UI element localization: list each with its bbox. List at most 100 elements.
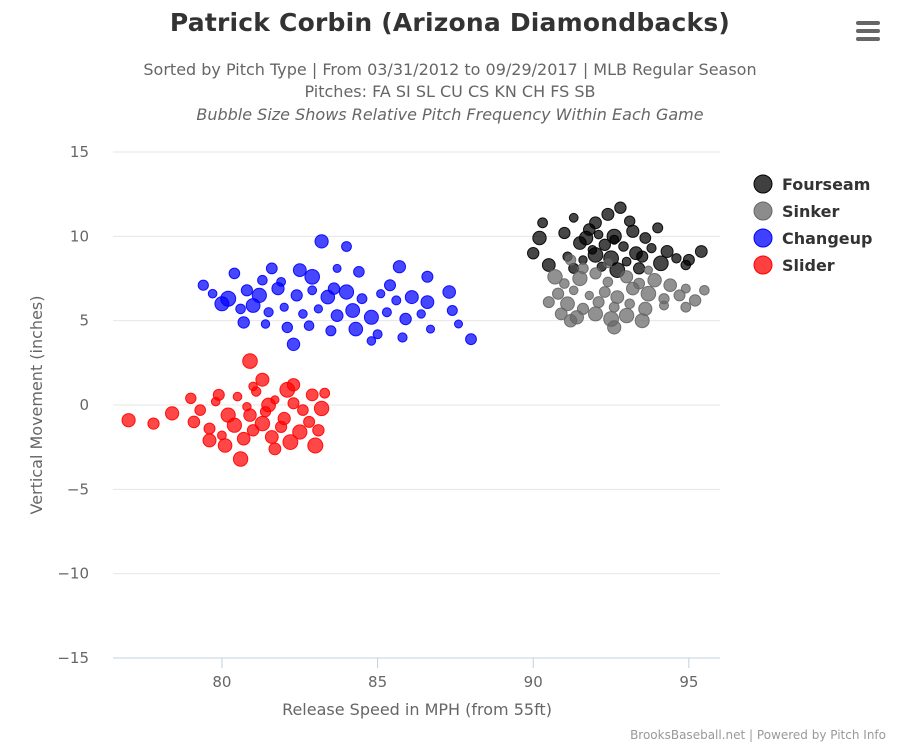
- sinker-point[interactable]: [559, 278, 570, 289]
- fourseam-point[interactable]: [532, 230, 547, 246]
- sinker-point[interactable]: [680, 301, 692, 313]
- fourseam-point[interactable]: [618, 241, 629, 252]
- slider-point[interactable]: [297, 404, 309, 416]
- legend-item-fourseam[interactable]: Fourseam: [753, 174, 870, 194]
- changeup-point[interactable]: [338, 284, 355, 300]
- slider-point[interactable]: [313, 400, 330, 417]
- sinker-point[interactable]: [560, 296, 575, 312]
- changeup-point[interactable]: [381, 307, 392, 318]
- slider-point[interactable]: [202, 433, 217, 448]
- changeup-point[interactable]: [353, 266, 365, 278]
- sinker-point[interactable]: [589, 267, 602, 280]
- slider-point[interactable]: [275, 420, 288, 433]
- fourseam-point[interactable]: [633, 262, 646, 275]
- sinker-point[interactable]: [588, 306, 603, 322]
- fourseam-point[interactable]: [589, 216, 602, 230]
- credits-link[interactable]: BrooksBaseball.net | Powered by Pitch In…: [630, 728, 886, 742]
- slider-point[interactable]: [268, 442, 282, 456]
- fourseam-point[interactable]: [660, 245, 674, 258]
- sinker-point[interactable]: [659, 300, 669, 311]
- slider-point[interactable]: [287, 397, 300, 410]
- changeup-point[interactable]: [265, 262, 278, 275]
- sinker-point[interactable]: [608, 301, 620, 313]
- sinker-point[interactable]: [602, 276, 614, 288]
- sinker-point[interactable]: [624, 298, 636, 310]
- changeup-point[interactable]: [345, 303, 361, 318]
- slider-point[interactable]: [303, 415, 316, 428]
- slider-point[interactable]: [319, 387, 331, 399]
- changeup-point[interactable]: [240, 284, 253, 297]
- slider-point[interactable]: [307, 437, 324, 454]
- sinker-point[interactable]: [634, 313, 650, 329]
- changeup-point[interactable]: [286, 337, 301, 351]
- slider-point[interactable]: [279, 381, 296, 398]
- hamburger-menu-icon[interactable]: [852, 18, 884, 44]
- changeup-point[interactable]: [304, 269, 321, 285]
- changeup-point[interactable]: [314, 234, 329, 249]
- sinker-point[interactable]: [542, 296, 555, 309]
- sinker-point[interactable]: [647, 273, 662, 288]
- changeup-point[interactable]: [292, 263, 307, 278]
- slider-point[interactable]: [242, 353, 258, 369]
- slider-point[interactable]: [217, 438, 233, 453]
- changeup-point[interactable]: [290, 289, 303, 302]
- changeup-point[interactable]: [420, 295, 435, 310]
- changeup-point[interactable]: [197, 279, 209, 291]
- changeup-point[interactable]: [235, 303, 246, 315]
- fourseam-point[interactable]: [587, 247, 604, 263]
- changeup-point[interactable]: [416, 309, 426, 319]
- legend-item-slider[interactable]: Slider: [753, 255, 835, 275]
- sinker-point[interactable]: [699, 285, 710, 296]
- fourseam-point[interactable]: [653, 255, 669, 272]
- slider-point[interactable]: [147, 417, 160, 430]
- sinker-point[interactable]: [618, 307, 635, 324]
- slider-point[interactable]: [232, 451, 249, 467]
- slider-point[interactable]: [264, 430, 279, 444]
- fourseam-point[interactable]: [609, 234, 620, 245]
- fourseam-point[interactable]: [537, 217, 548, 229]
- slider-point[interactable]: [282, 434, 299, 451]
- slider-point[interactable]: [185, 392, 197, 404]
- changeup-point[interactable]: [341, 241, 352, 252]
- slider-point[interactable]: [194, 404, 206, 416]
- sinker-point[interactable]: [592, 296, 605, 309]
- sinker-point[interactable]: [680, 283, 691, 294]
- changeup-point[interactable]: [454, 319, 463, 329]
- slider-point[interactable]: [305, 388, 319, 402]
- changeup-point[interactable]: [207, 288, 218, 299]
- changeup-point[interactable]: [421, 270, 434, 283]
- sinker-point[interactable]: [584, 290, 594, 301]
- changeup-point[interactable]: [397, 332, 408, 343]
- fourseam-point[interactable]: [680, 259, 692, 271]
- changeup-point[interactable]: [298, 309, 308, 319]
- changeup-point[interactable]: [281, 321, 293, 334]
- slider-point[interactable]: [232, 391, 243, 402]
- changeup-point[interactable]: [442, 285, 457, 299]
- changeup-point[interactable]: [391, 295, 402, 306]
- changeup-point[interactable]: [356, 293, 368, 305]
- fourseam-point[interactable]: [671, 253, 682, 264]
- sinker-point[interactable]: [640, 285, 657, 302]
- sinker-point[interactable]: [568, 285, 579, 296]
- fourseam-point[interactable]: [601, 207, 615, 221]
- slider-point[interactable]: [243, 408, 257, 422]
- changeup-point[interactable]: [214, 296, 230, 312]
- sinker-point[interactable]: [572, 270, 588, 287]
- sinker-point[interactable]: [598, 286, 611, 298]
- fourseam-point[interactable]: [578, 230, 594, 246]
- changeup-point[interactable]: [307, 285, 318, 296]
- slider-point[interactable]: [312, 424, 325, 437]
- fourseam-point[interactable]: [527, 247, 540, 260]
- slider-point[interactable]: [248, 381, 258, 392]
- legend-item-sinker[interactable]: Sinker: [753, 201, 839, 221]
- fourseam-point[interactable]: [541, 258, 556, 272]
- slider-point[interactable]: [292, 424, 308, 440]
- slider-point[interactable]: [165, 406, 180, 421]
- fourseam-point[interactable]: [636, 250, 649, 263]
- sinker-point[interactable]: [688, 294, 702, 307]
- changeup-point[interactable]: [332, 263, 342, 273]
- fourseam-point[interactable]: [652, 222, 664, 234]
- fourseam-point[interactable]: [593, 229, 604, 240]
- fourseam-point[interactable]: [621, 256, 632, 267]
- fourseam-point[interactable]: [626, 224, 640, 238]
